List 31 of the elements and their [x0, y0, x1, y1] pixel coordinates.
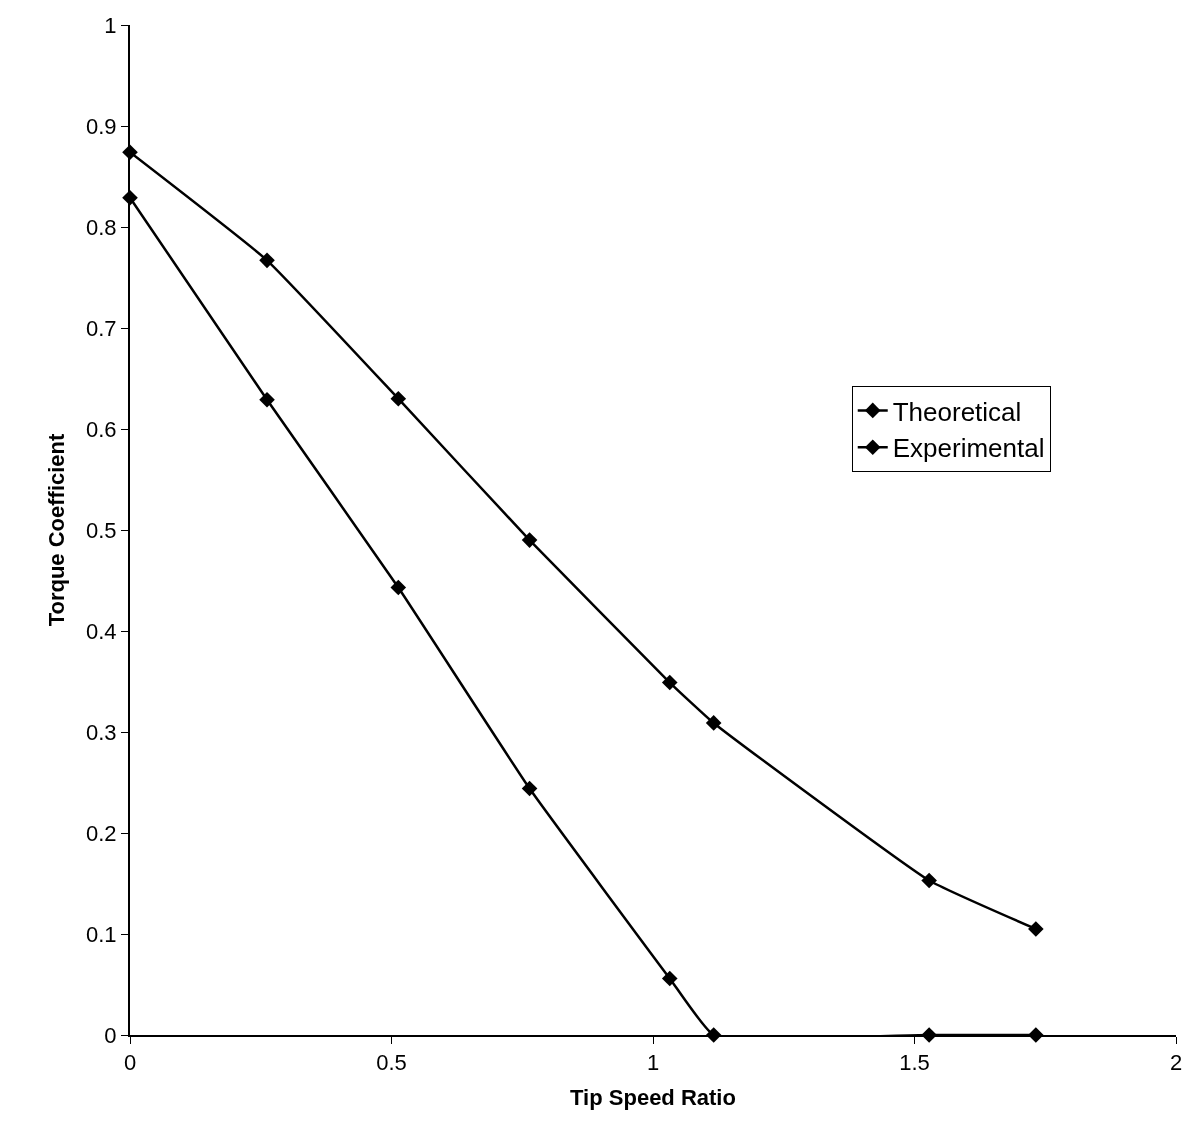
- y-tick-label: 0.3: [86, 719, 117, 745]
- y-tick-label: 0.7: [86, 315, 117, 341]
- point: [921, 872, 937, 889]
- x-tick-label: 1.5: [899, 1050, 930, 1076]
- y-tick-label: 0.8: [86, 214, 117, 240]
- y-axis-title: Torque Coefficient: [44, 432, 70, 627]
- y-tick-label: 0.5: [86, 517, 117, 543]
- point: [259, 391, 275, 408]
- legend-label: Experimental: [892, 433, 1045, 464]
- y-tick-label: 0.9: [86, 113, 117, 139]
- y-tick-label: 0.6: [86, 416, 117, 442]
- x-tick-label: 0: [123, 1050, 137, 1076]
- y-tick-label: 0.4: [86, 618, 117, 644]
- y-tick-label: 1: [104, 12, 117, 38]
- x-tick-label: 0.5: [376, 1050, 407, 1076]
- x-tick-label: 1: [646, 1050, 660, 1076]
- point: [661, 674, 678, 691]
- point: [259, 252, 275, 269]
- point: [521, 532, 538, 548]
- x-axis-title: Tip Speed Ratio: [570, 1084, 736, 1110]
- x-tick-label: 2: [1169, 1050, 1183, 1076]
- legend-label: Theoretical: [892, 396, 1022, 427]
- point: [1028, 921, 1044, 937]
- point: [521, 780, 538, 797]
- y-tick-label: 0.1: [86, 921, 117, 947]
- point: [661, 970, 678, 987]
- point: [390, 390, 407, 407]
- point: [705, 715, 722, 731]
- y-tick-label: 0.2: [86, 820, 117, 846]
- point: [390, 579, 407, 596]
- y-tick-label: 0: [104, 1022, 117, 1048]
